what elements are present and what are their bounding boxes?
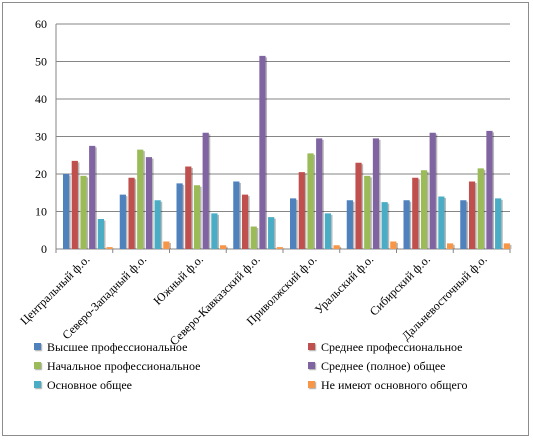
- bar: [316, 138, 323, 249]
- bar: [211, 213, 218, 249]
- bar: [429, 132, 436, 249]
- legend-item: Среднее профессиональное: [308, 340, 462, 355]
- bar: [486, 130, 493, 249]
- bar: [346, 200, 353, 249]
- x-tick-label: Южный ф.о.: [151, 252, 206, 307]
- bar: [477, 168, 484, 249]
- y-tick-label: 0: [41, 242, 47, 256]
- bar: [290, 198, 297, 249]
- bar: [128, 177, 135, 249]
- legend-swatch: [308, 381, 315, 388]
- bar: [63, 174, 70, 249]
- bar: [89, 145, 96, 249]
- bar: [220, 245, 227, 249]
- legend-swatch: [34, 381, 41, 388]
- bar: [202, 132, 209, 249]
- bar: [154, 200, 161, 249]
- bar: [420, 170, 428, 249]
- legend-item: Среднее (полное) общее: [308, 359, 446, 374]
- y-tick-label: 30: [35, 130, 47, 144]
- bar: [137, 149, 144, 249]
- bar: [438, 196, 445, 249]
- bar: [80, 175, 87, 249]
- bar: [468, 181, 476, 249]
- legend-label: Среднее (полное) общее: [321, 359, 446, 373]
- legend-label: Не имеют основного общего: [321, 378, 468, 392]
- bar: [97, 219, 104, 249]
- bar: [403, 200, 410, 249]
- bar: [495, 198, 502, 249]
- legend-swatch: [34, 343, 41, 350]
- bar: [390, 241, 397, 249]
- bar: [176, 183, 183, 249]
- bar: [381, 202, 388, 249]
- legend-item: Основное общее: [34, 378, 132, 393]
- bar: [460, 200, 467, 249]
- bar: [276, 247, 283, 249]
- bar: [106, 247, 113, 249]
- bar: [412, 177, 419, 249]
- y-tick-label: 20: [35, 167, 47, 181]
- bar: [193, 185, 201, 249]
- legend-item: Не имеют основного общего: [308, 378, 467, 393]
- y-tick-label: 40: [35, 92, 47, 106]
- bar: [503, 243, 510, 249]
- bar: [71, 160, 78, 249]
- bar: [355, 162, 362, 249]
- legend-label: Основное общее: [47, 378, 132, 392]
- bar: [250, 226, 257, 249]
- bar: [145, 157, 153, 249]
- legend-item: Начальное профессиональное: [34, 359, 200, 374]
- bar: [241, 194, 249, 249]
- bar: [307, 153, 314, 249]
- bar: [233, 181, 240, 249]
- x-tick-label: Уральский ф.о.: [312, 252, 376, 316]
- bar: [259, 55, 266, 249]
- legend-label: Начальное профессиональное: [47, 359, 201, 373]
- y-tick-label: 10: [35, 205, 47, 219]
- bar: [447, 243, 454, 249]
- bar: [333, 245, 340, 249]
- bar: [364, 175, 371, 249]
- legend-label: Среднее профессиональное: [321, 340, 463, 354]
- bar: [372, 138, 380, 249]
- y-tick-label: 50: [35, 55, 47, 69]
- legend-swatch: [34, 362, 41, 369]
- y-tick-label: 60: [35, 17, 47, 31]
- bar: [324, 213, 331, 249]
- legend-swatch: [308, 362, 315, 369]
- bar: [268, 217, 275, 249]
- bar: [185, 166, 192, 249]
- legend-swatch: [308, 343, 315, 350]
- legend-label: Высшее профессиональное: [47, 340, 188, 354]
- bar: [163, 241, 170, 249]
- bar: [298, 172, 305, 249]
- chart-frame: 0 10 20 30 40 50 60 Центральный ф.о. Северо-Запа…: [2, 2, 529, 436]
- bar: [119, 194, 126, 249]
- legend-item: Высшее профессиональное: [34, 340, 187, 355]
